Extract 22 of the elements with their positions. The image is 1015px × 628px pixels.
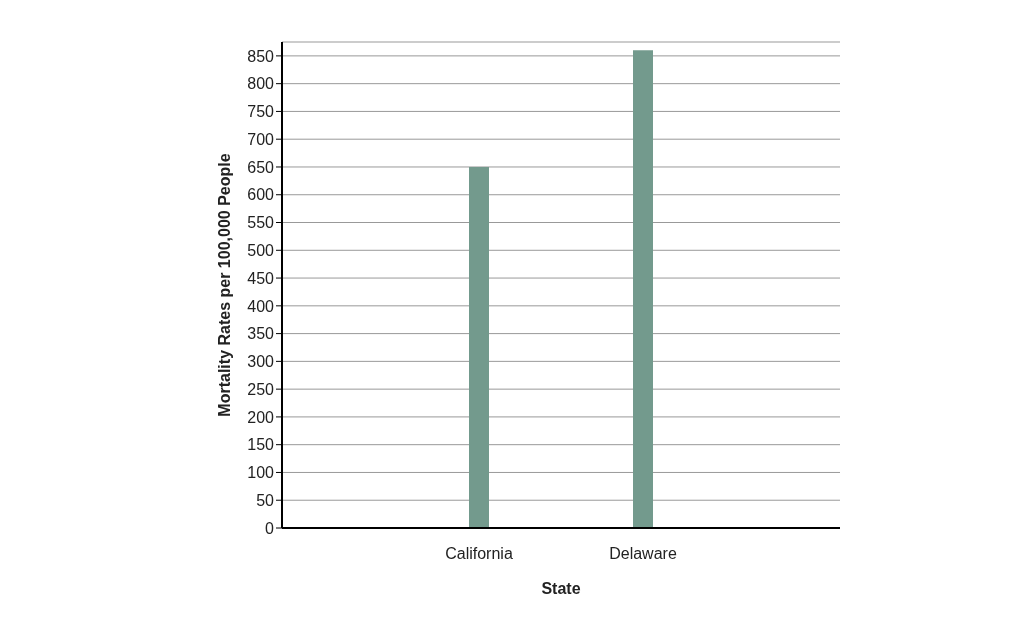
y-tick-label: 50 (256, 491, 275, 509)
y-tick-label: 750 (247, 103, 275, 121)
x-axis-title: State (541, 580, 581, 597)
y-tick-label: 650 (247, 158, 275, 176)
y-tick-label: 450 (247, 269, 275, 287)
y-tick-label: 0 (265, 519, 275, 537)
y-tick-label: 100 (247, 464, 275, 482)
y-tick-label: 550 (247, 214, 275, 232)
y-tick-label: 150 (247, 436, 275, 454)
y-tick-label: 700 (247, 130, 275, 148)
y-tick-label: 350 (247, 325, 275, 343)
x-tick-label: California (445, 545, 513, 563)
y-tick-label: 400 (247, 297, 275, 315)
x-tick-label: Delaware (609, 545, 677, 563)
y-tick-label: 800 (247, 75, 275, 93)
y-tick-label: 600 (247, 186, 275, 204)
y-tick-label: 300 (247, 353, 275, 371)
y-tick-label: 500 (247, 241, 275, 259)
y-tick-label: 200 (247, 408, 275, 426)
y-tick-label: 850 (247, 47, 275, 65)
y-tick-label: 250 (247, 380, 275, 398)
y-axis-title: Mortality Rates per 100,000 People (215, 153, 233, 417)
